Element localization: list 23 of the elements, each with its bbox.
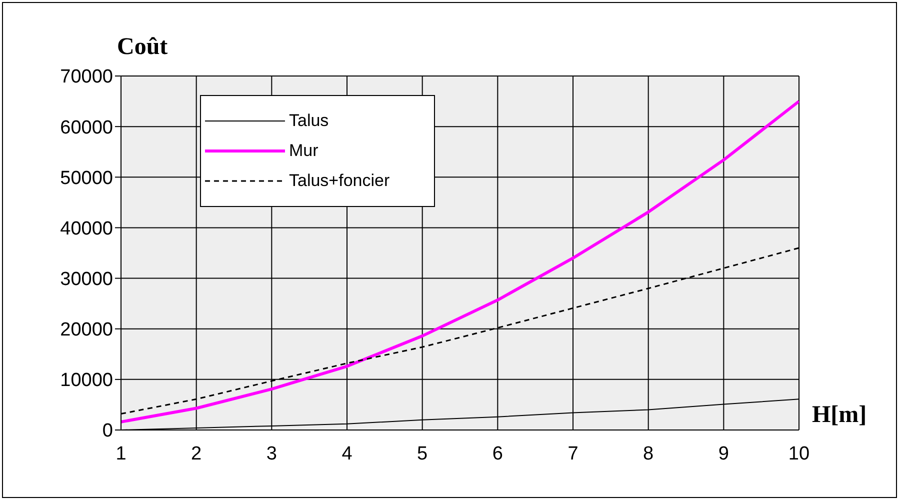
legend-label: Talus+foncier bbox=[289, 171, 390, 191]
legend-label: Talus bbox=[289, 111, 329, 131]
y-tick-label: 10000 bbox=[60, 370, 113, 392]
x-tick-label: 4 bbox=[342, 443, 353, 464]
y-tick-label: 30000 bbox=[60, 269, 113, 290]
y-tick-label: 50000 bbox=[60, 168, 113, 189]
y-tick-label: 60000 bbox=[60, 117, 113, 138]
y-tick-label: 40000 bbox=[60, 218, 113, 240]
x-axis-title: H[m] bbox=[812, 402, 867, 429]
x-tick-label: 6 bbox=[492, 443, 503, 464]
x-tick-label: 3 bbox=[266, 443, 277, 464]
y-tick-label: 20000 bbox=[60, 320, 113, 341]
y-axis-title: Coût bbox=[117, 34, 168, 61]
legend-label: Mur bbox=[289, 141, 318, 161]
x-tick-label: 5 bbox=[417, 443, 428, 464]
x-tick-label: 9 bbox=[718, 443, 729, 464]
x-tick-label: 1 bbox=[116, 443, 126, 464]
x-tick-label: 2 bbox=[191, 443, 202, 464]
y-tick-label: 0 bbox=[102, 420, 113, 442]
x-tick-label: 7 bbox=[568, 443, 578, 464]
x-tick-label: 8 bbox=[643, 443, 654, 464]
x-tick-label: 10 bbox=[788, 443, 810, 464]
y-tick-label: 70000 bbox=[60, 66, 113, 88]
